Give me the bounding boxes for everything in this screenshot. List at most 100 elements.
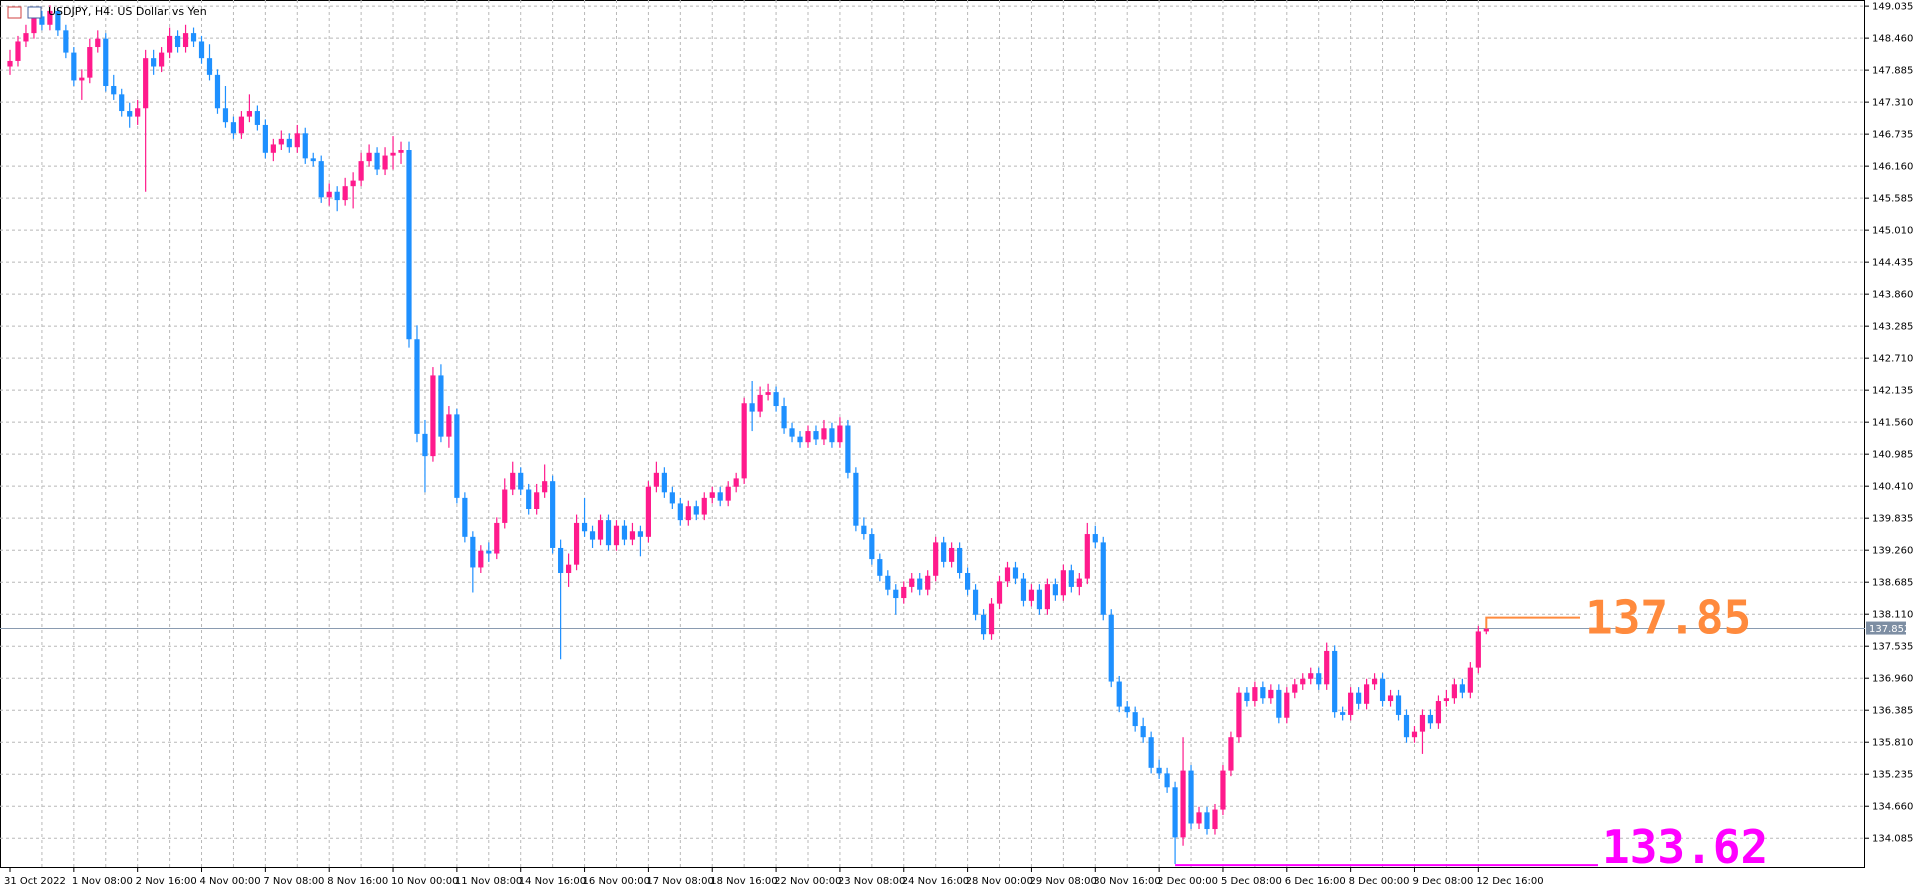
- candle-body: [988, 603, 995, 635]
- candle-body: [1260, 687, 1266, 699]
- candle-body: [1140, 726, 1146, 738]
- candle-body: [390, 152, 396, 156]
- candle-body: [1443, 698, 1449, 702]
- candle-body: [190, 33, 197, 42]
- candle-body: [933, 542, 939, 576]
- candle-body: [494, 522, 500, 554]
- x-tick-label: 12 Dec 16:00: [1476, 876, 1543, 887]
- candle-body: [1148, 737, 1154, 768]
- y-tick-label: 147.885: [1872, 66, 1913, 77]
- candle-body: [1052, 584, 1058, 596]
- candle-body: [302, 133, 308, 159]
- icon: [7, 6, 22, 19]
- candle-body: [1308, 673, 1314, 679]
- candle-body: [901, 586, 907, 599]
- candle-body: [1395, 695, 1402, 715]
- candle-body: [861, 525, 867, 535]
- y-tick-label: 138.685: [1872, 578, 1913, 589]
- candle-body: [438, 375, 444, 437]
- x-tick-label: 14 Nov 16:00: [519, 876, 586, 887]
- candle-body: [869, 534, 875, 560]
- candle-body: [1044, 584, 1050, 610]
- candle-body: [789, 428, 795, 437]
- candle-body: [1332, 650, 1338, 713]
- icon: [27, 6, 42, 19]
- x-tick-label: 23 Nov 08:00: [838, 876, 905, 887]
- candle-body: [1108, 614, 1114, 682]
- candle-body: [1004, 567, 1011, 582]
- candle-body: [71, 52, 77, 81]
- candle-body: [310, 158, 316, 162]
- symbol-icons: [7, 6, 42, 19]
- candle-body: [127, 111, 133, 117]
- y-tick-label: 140.410: [1872, 482, 1913, 493]
- candle-body: [55, 10, 61, 31]
- candle-body: [885, 575, 891, 590]
- candle-body: [653, 472, 659, 487]
- candle-body: [589, 531, 596, 540]
- candle-body: [1012, 567, 1019, 579]
- candle-body: [31, 16, 37, 34]
- candle-body: [406, 150, 412, 340]
- x-tick-label: 11 Nov 08:00: [455, 876, 522, 887]
- candle-body: [1483, 628, 1489, 632]
- candle-body: [965, 573, 971, 590]
- candle-body: [63, 30, 69, 53]
- candle-body: [821, 428, 827, 440]
- candle-body: [1180, 770, 1186, 838]
- x-tick-label: 1 Nov 08:00: [72, 876, 133, 887]
- candle-body: [1076, 578, 1082, 587]
- candle-body: [1252, 687, 1258, 702]
- candle-body: [893, 589, 899, 599]
- candle-body: [542, 481, 548, 493]
- candle-body: [605, 520, 612, 546]
- candle-body: [502, 489, 508, 523]
- x-tick-label: 2 Nov 16:00: [136, 876, 197, 887]
- x-tick-label: 31 Oct 2022: [4, 876, 66, 887]
- candle-body: [1451, 684, 1457, 699]
- candle-body: [749, 403, 755, 412]
- candle-body: [909, 578, 915, 587]
- y-tick-label: 142.710: [1872, 354, 1913, 365]
- x-tick-label: 16 Nov 00:00: [583, 876, 650, 887]
- candle-body: [143, 58, 149, 109]
- annotation-label: 137.85: [1585, 591, 1751, 645]
- candle-body: [262, 124, 268, 153]
- candle-body: [1316, 673, 1322, 685]
- candle-body: [566, 564, 572, 574]
- x-tick-label: 10 Nov 00:00: [391, 876, 458, 887]
- candle-body: [669, 492, 675, 504]
- candle-body: [709, 492, 715, 498]
- candle-body: [621, 525, 628, 540]
- candle-body: [972, 589, 979, 615]
- candle-body: [1340, 712, 1346, 715]
- candle-body: [151, 58, 157, 67]
- candle-body: [270, 144, 276, 153]
- candle-body: [222, 108, 229, 123]
- x-tick-label: 29 Nov 08:00: [1029, 876, 1096, 887]
- candle-body: [518, 472, 524, 490]
- candle-body: [661, 472, 667, 493]
- candle-body: [1324, 650, 1330, 685]
- x-tick-label: 4 Nov 00:00: [200, 876, 261, 887]
- candle-body: [446, 414, 452, 437]
- candle-body: [1156, 767, 1162, 774]
- x-tick-label: 22 Nov 00:00: [774, 876, 841, 887]
- candle-body: [1459, 684, 1465, 693]
- y-tick-label: 140.985: [1872, 450, 1913, 461]
- candle-body: [1028, 589, 1035, 601]
- x-tick-label: 2 Dec 00:00: [1157, 876, 1218, 887]
- candle-body: [103, 38, 109, 86]
- candle-body: [1236, 692, 1242, 738]
- annotation-label: 133.62: [1602, 820, 1768, 874]
- candle-body: [693, 506, 699, 515]
- candle-body: [573, 522, 580, 565]
- candle-body: [853, 472, 859, 526]
- candle-body: [1244, 692, 1250, 702]
- y-tick-label: 149.035: [1872, 2, 1913, 13]
- candle-body: [813, 431, 819, 440]
- candle-body: [837, 425, 843, 443]
- candle-body: [773, 392, 779, 407]
- y-tick-label: 145.010: [1872, 226, 1913, 237]
